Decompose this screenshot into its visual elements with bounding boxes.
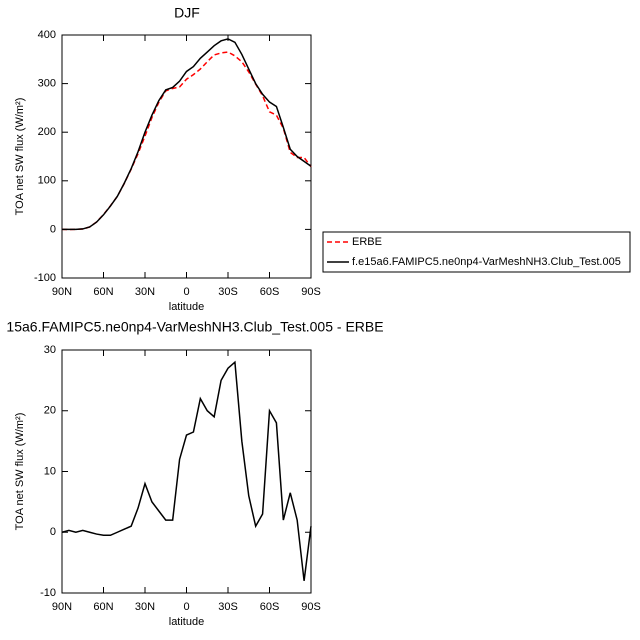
x-tick-label: 90S xyxy=(301,286,321,298)
x-tick-label: 90S xyxy=(301,601,321,613)
y-tick-label: 20 xyxy=(44,405,56,417)
y-tick-label: 0 xyxy=(50,526,56,538)
y-tick-label: 200 xyxy=(38,126,56,138)
x-axis-label: latitude xyxy=(169,301,204,313)
x-tick-label: 30S xyxy=(218,601,238,613)
data-line xyxy=(61,360,312,581)
y-axis-label: TOA net SW flux (W/m²) xyxy=(14,413,26,531)
y-axis-label: TOA net SW flux (W/m²) xyxy=(14,98,26,216)
y-tick-label: 400 xyxy=(38,29,56,41)
y-tick-label: 10 xyxy=(44,465,56,477)
y-tick-label: 300 xyxy=(38,78,56,90)
x-tick-label: 30N xyxy=(135,286,155,298)
y-tick-label: 100 xyxy=(38,175,56,187)
x-tick-label: 90N xyxy=(52,601,72,613)
x-tick-label: 90N xyxy=(52,286,72,298)
chart-title: DJF xyxy=(174,5,200,21)
y-tick-label: -100 xyxy=(34,272,56,284)
x-tick-label: 60N xyxy=(93,286,113,298)
x-tick-label: 30N xyxy=(135,601,155,613)
x-tick-label: 0 xyxy=(183,286,189,298)
x-tick-label: 60S xyxy=(260,601,280,613)
data-line xyxy=(62,38,312,231)
y-tick-label: -10 xyxy=(40,587,56,599)
x-tick-label: 60N xyxy=(93,601,113,613)
y-tick-label: 0 xyxy=(50,223,56,235)
x-axis-label: latitude xyxy=(169,616,204,628)
x-tick-label: 60S xyxy=(260,286,280,298)
x-tick-label: 30S xyxy=(218,286,238,298)
legend-box xyxy=(322,231,631,273)
chart-title: 15a6.FAMIPC5.ne0np4-VarMeshNH3.Club_Test… xyxy=(6,319,383,335)
plot-frame xyxy=(61,349,312,594)
legend-label: ERBE xyxy=(352,236,382,248)
legend-label: f.e15a6.FAMIPC5.ne0np4-VarMeshNH3.Club_T… xyxy=(352,256,621,268)
x-tick-label: 0 xyxy=(183,601,189,613)
y-tick-label: 30 xyxy=(44,344,56,356)
data-line xyxy=(61,51,312,231)
